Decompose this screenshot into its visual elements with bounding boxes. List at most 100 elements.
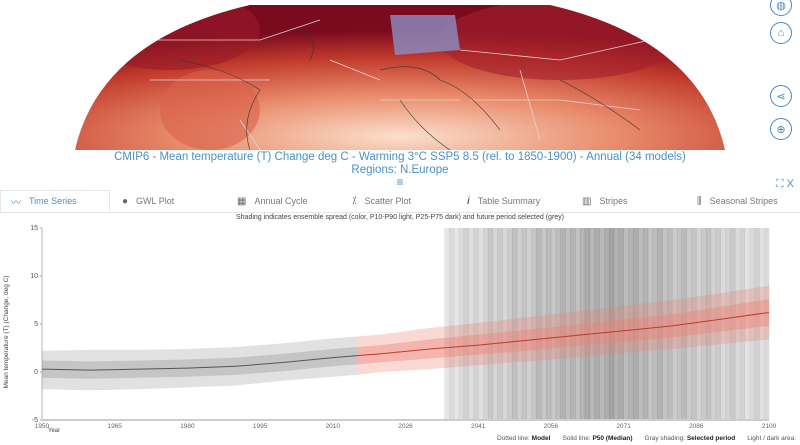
- menu-icon[interactable]: ≡: [396, 175, 404, 189]
- selected-period-stripe: [696, 228, 702, 420]
- selected-period-stripe: [701, 228, 707, 420]
- selected-period-stripe: [449, 228, 455, 420]
- selected-period-stripe: [589, 228, 595, 420]
- x-tick-label: 2100: [762, 423, 777, 430]
- time-series-chart[interactable]: -5 0 5 10 15 1950 1965 1980 1995 2010 2026 2041 2056…: [0, 222, 800, 437]
- selected-period-stripe: [638, 228, 644, 420]
- selected-period-stripe: [633, 228, 639, 420]
- p25-p75-band-fut: [357, 299, 769, 365]
- legend: Dotted line: Model Solid line: P50 (Medi…: [497, 435, 796, 442]
- window-controls: ⛶ X: [776, 178, 794, 191]
- selected-period-stripe: [604, 228, 610, 420]
- chart-title: CMIP6 - Mean temperature (T) Change deg …: [0, 151, 800, 177]
- seasonal-stripes-icon: ⫼: [697, 195, 702, 207]
- selected-period-stripe: [478, 228, 484, 420]
- tab-label: Annual Cycle: [254, 196, 308, 206]
- y-tick-label: 10: [30, 273, 38, 280]
- y-tick-label: 15: [30, 225, 38, 232]
- map-view[interactable]: [0, 0, 800, 152]
- legend-area: Light / dark area:: [747, 435, 796, 442]
- selected-period-stripe: [628, 228, 634, 420]
- tab-gwl-plot[interactable]: ● GWL Plot: [110, 190, 225, 212]
- y-tick-label: -5: [32, 417, 38, 424]
- tab-label: Table Summary: [477, 196, 541, 206]
- selected-period-stripe: [531, 228, 537, 420]
- tab-annual-cycle[interactable]: ▦ Annual Cycle: [225, 190, 340, 212]
- close-icon[interactable]: X: [786, 178, 794, 190]
- selected-period-stripe: [652, 228, 658, 420]
- crosshair-icon[interactable]: ⊕: [770, 118, 792, 140]
- selected-period-stripe: [492, 228, 498, 420]
- x-tick-label: 1980: [180, 423, 195, 430]
- selected-period-stripe: [710, 228, 716, 420]
- selected-period-stripe: [647, 228, 653, 420]
- selected-period-stripe: [705, 228, 712, 420]
- selected-period-stripe: [599, 228, 605, 420]
- selected-period-stripe: [749, 228, 755, 420]
- x-tick-label: 1995: [253, 423, 268, 430]
- p25-p75-band-hist: [42, 347, 358, 379]
- info-icon: i: [467, 195, 470, 207]
- tab-scatter-plot[interactable]: ⁒ Scatter Plot: [340, 190, 455, 212]
- tab-label: Time Series: [29, 196, 77, 206]
- x-tick-label: 2010: [326, 423, 341, 430]
- selected-period-stripe: [541, 228, 547, 420]
- selected-period-stripe: [672, 228, 678, 420]
- selected-period-stripe: [662, 228, 668, 420]
- selected-period-stripe: [565, 228, 571, 420]
- selected-period-stripe: [526, 228, 532, 420]
- tab-time-series[interactable]: 〰 Time Series: [0, 190, 110, 212]
- selected-period-stripe: [560, 228, 566, 420]
- tab-seasonal-stripes[interactable]: ⫼ Seasonal Stripes: [685, 190, 800, 212]
- x-tick-label: 2086: [689, 423, 704, 430]
- p10-p90-band-hist: [42, 336, 358, 391]
- selected-period-stripe: [584, 228, 590, 420]
- globe-icon[interactable]: ◍: [770, 0, 792, 16]
- selected-period-stripe: [468, 228, 474, 420]
- share-icon[interactable]: ⋖: [770, 85, 792, 107]
- expand-icon[interactable]: ⛶: [775, 178, 784, 190]
- selected-period-stripe: [497, 228, 503, 420]
- scatter-icon: ⁒: [352, 195, 357, 207]
- tab-label: Scatter Plot: [364, 196, 412, 206]
- region-n-europe[interactable]: [390, 15, 460, 55]
- selected-period-stripe: [502, 228, 508, 420]
- tab-table-summary[interactable]: i Table Summary: [455, 190, 570, 212]
- stripes-icon: ▥: [582, 195, 592, 207]
- selected-period-stripe: [512, 228, 518, 420]
- selected-period-stripe: [579, 228, 586, 420]
- selected-period-stripe: [735, 228, 741, 420]
- selected-period-stripe: [516, 228, 523, 420]
- tab-label: Stripes: [599, 196, 628, 206]
- chart-subtitle: Shading indicates ensemble spread (color…: [235, 214, 565, 221]
- selected-period-stripe: [739, 228, 746, 420]
- selected-period-shading: [444, 228, 770, 420]
- line-chart-icon: 〰: [11, 197, 21, 209]
- selected-period-stripe: [536, 228, 542, 420]
- legend-selected: Gray shading: Selected period: [644, 435, 736, 442]
- selected-period-stripe: [725, 228, 731, 420]
- selected-period-stripe: [759, 228, 765, 420]
- selected-period-stripe: [691, 228, 697, 420]
- globe-icon: ●: [122, 195, 129, 207]
- x-tick-label: 1965: [107, 423, 122, 430]
- x-tick-label: 2071: [616, 423, 631, 430]
- tab-stripes[interactable]: ▥ Stripes: [570, 190, 685, 212]
- y-axis-label: Mean temperature (T) (Change, deg C): [3, 275, 10, 388]
- selected-period-stripe: [730, 228, 736, 420]
- selected-period-stripe: [609, 228, 615, 420]
- selected-period-stripe: [487, 228, 494, 420]
- x-axis-label: Year: [48, 428, 60, 434]
- selected-period-stripe: [676, 228, 683, 420]
- selected-period-stripe: [546, 228, 552, 420]
- p10-p90-band-fut: [357, 285, 769, 375]
- y-tick-label: 5: [34, 321, 38, 328]
- selected-period-stripe: [754, 228, 760, 420]
- legend-median: Solid line: P50 (Median): [562, 435, 633, 442]
- title-line: CMIP6 - Mean temperature (T) Change deg …: [114, 151, 686, 163]
- x-tick-label: 1950: [35, 423, 50, 430]
- legend-model: Dotted line: Model: [496, 435, 551, 442]
- selected-period-stripe: [642, 228, 649, 420]
- median-line-future: [356, 311, 770, 357]
- tag-icon[interactable]: ⌂: [770, 22, 792, 44]
